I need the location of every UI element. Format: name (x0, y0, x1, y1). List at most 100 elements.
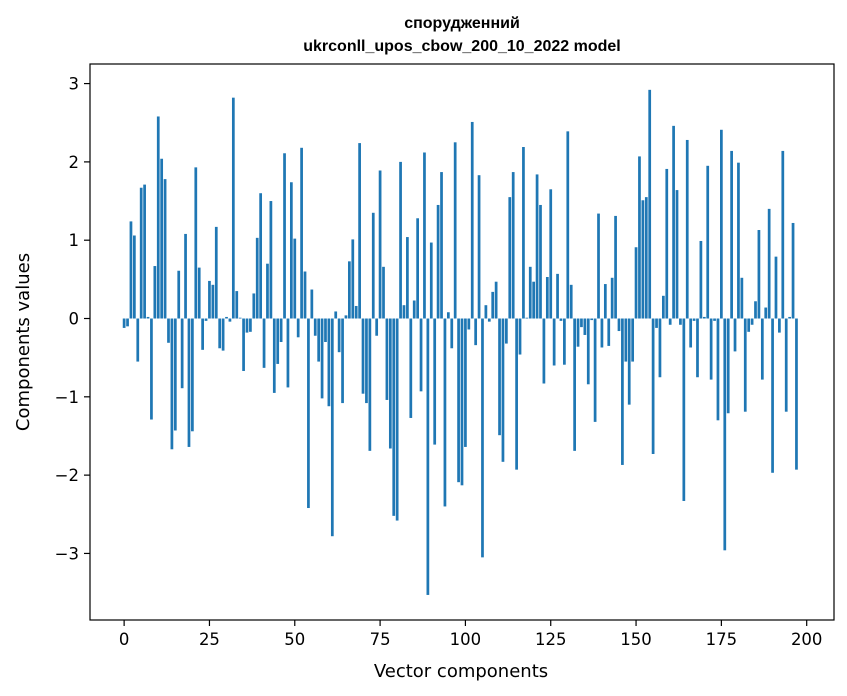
bar-142 (607, 318, 611, 346)
bar-147 (624, 318, 628, 362)
bar-194 (784, 318, 788, 412)
bar-150 (634, 247, 638, 319)
x-tick-label: 75 (370, 630, 391, 649)
bar-109 (494, 281, 498, 319)
bar-99 (460, 318, 464, 486)
bar-31 (228, 318, 232, 322)
bar-23 (201, 318, 204, 350)
y-tick-label: 0 (69, 310, 80, 329)
bar-149 (631, 318, 635, 362)
bar-52 (300, 147, 303, 319)
bar-22 (197, 267, 201, 319)
bar-106 (484, 305, 488, 319)
bar-1 (126, 318, 129, 327)
bar-26 (211, 284, 215, 319)
bar-9 (153, 266, 157, 319)
bar-10 (156, 116, 160, 319)
bar-178 (730, 150, 733, 319)
bar-65 (344, 315, 348, 319)
bar-21 (194, 167, 198, 319)
bar-29 (221, 318, 225, 351)
bars-group (122, 89, 798, 595)
bar-161 (672, 125, 675, 319)
bar-53 (303, 271, 307, 319)
bar-187 (760, 318, 764, 380)
bar-43 (269, 201, 273, 319)
bar-193 (781, 150, 785, 319)
bar-115 (515, 318, 518, 470)
x-tick-label: 0 (119, 630, 130, 649)
bar-51 (296, 318, 300, 338)
bar-100 (464, 318, 467, 447)
bar-119 (528, 266, 532, 319)
bar-46 (279, 318, 283, 342)
bar-152 (641, 200, 645, 319)
bar-44 (272, 318, 276, 393)
bar-88 (423, 152, 426, 319)
bar-97 (453, 142, 457, 319)
bar-35 (242, 318, 245, 371)
bar-45 (276, 318, 280, 364)
y-tick-label: 2 (69, 153, 80, 172)
bar-58 (320, 318, 324, 399)
bar-83 (406, 237, 409, 319)
bar-176 (723, 318, 727, 551)
bar-124 (545, 277, 549, 319)
x-tick-label: 100 (450, 630, 482, 649)
bar-130 (566, 131, 570, 319)
bar-175 (720, 129, 723, 319)
bar-189 (767, 208, 771, 319)
bar-160 (668, 318, 672, 325)
bar-182 (743, 318, 747, 412)
bar-111 (501, 318, 505, 462)
bar-67 (351, 239, 355, 319)
bar-183 (747, 318, 751, 332)
bar-5 (139, 187, 143, 319)
bar-28 (218, 318, 222, 349)
bar-89 (426, 318, 430, 595)
bar-74 (375, 318, 379, 336)
bar-54 (307, 318, 310, 509)
bar-180 (737, 162, 740, 319)
bar-190 (771, 318, 774, 473)
bar-151 (638, 156, 641, 319)
bar-173 (713, 318, 716, 321)
bar-148 (627, 318, 631, 405)
bar-0 (122, 318, 126, 328)
bar-120 (532, 281, 536, 319)
bar-179 (733, 318, 737, 352)
chart-title-line-1: спорудженний (404, 15, 520, 32)
bar-11 (160, 158, 164, 319)
bar-112 (505, 318, 508, 344)
bar-85 (412, 300, 416, 319)
bar-2 (129, 221, 133, 319)
bar-113 (508, 197, 512, 319)
bar-174 (716, 318, 720, 421)
bar-71 (365, 318, 368, 404)
bar-185 (754, 301, 757, 319)
bar-42 (266, 263, 269, 319)
bar-136 (586, 318, 590, 385)
bar-68 (354, 305, 358, 319)
bar-127 (556, 273, 559, 319)
bar-133 (576, 318, 580, 347)
bar-114 (511, 172, 515, 319)
bar-121 (535, 174, 539, 319)
bar-117 (522, 147, 525, 319)
bar-41 (262, 318, 266, 368)
bar-32 (231, 97, 235, 319)
bar-158 (661, 295, 665, 319)
bar-76 (382, 266, 385, 319)
bar-91 (433, 318, 437, 445)
x-tick-label: 150 (620, 630, 652, 649)
bar-66 (348, 261, 351, 319)
bar-39 (255, 237, 259, 319)
bar-186 (757, 230, 761, 319)
bar-166 (689, 318, 693, 348)
bar-62 (334, 311, 338, 319)
bar-40 (259, 193, 263, 319)
bar-125 (549, 189, 553, 319)
bar-80 (395, 318, 399, 521)
y-tick-label: −2 (55, 466, 79, 485)
